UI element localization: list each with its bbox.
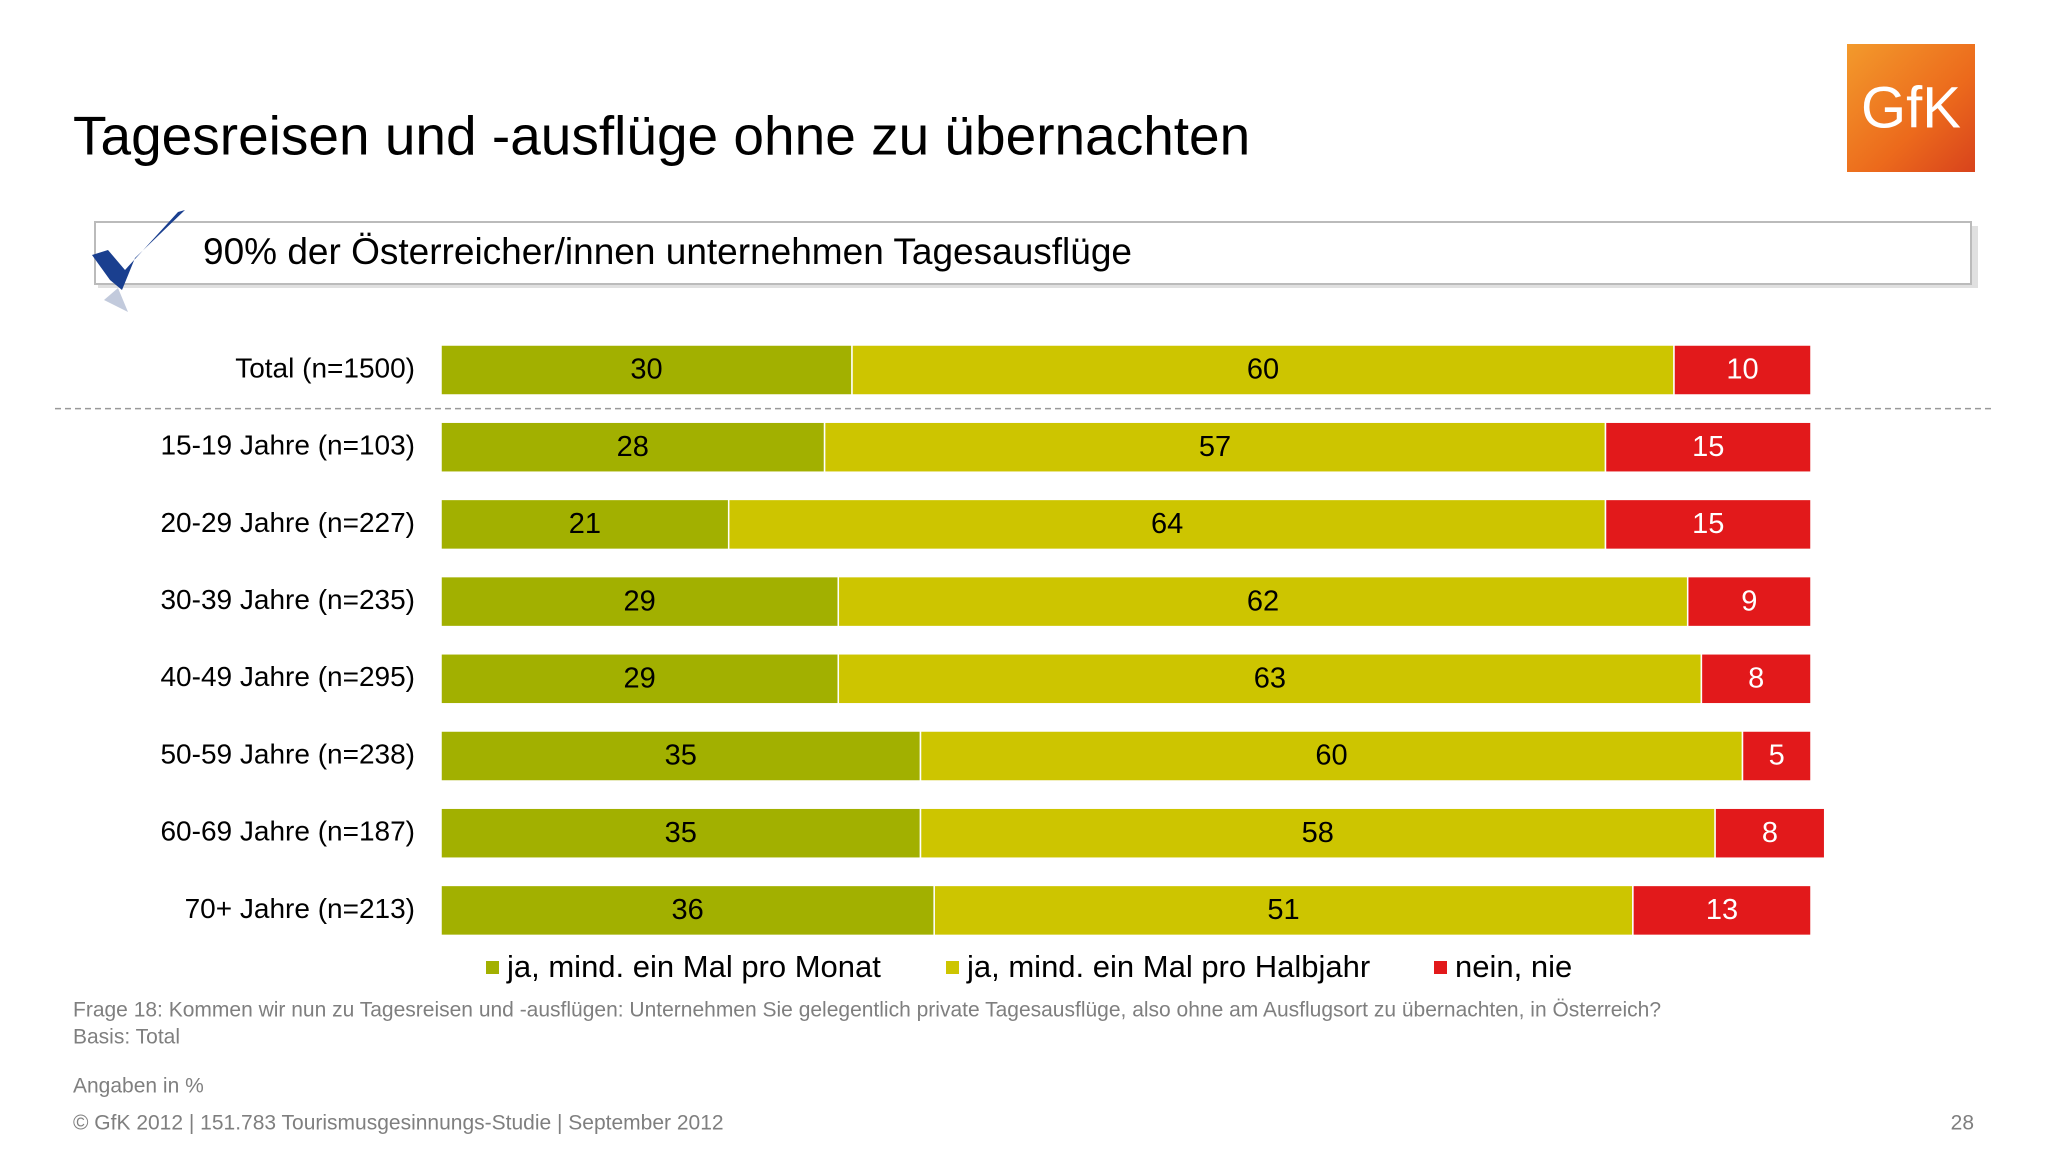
bar-segment bbox=[1714, 807, 1826, 859]
bar-segment bbox=[440, 884, 935, 937]
bar-segment bbox=[1686, 575, 1812, 628]
value-label: 29 bbox=[624, 585, 656, 617]
bar-segment bbox=[851, 344, 1675, 396]
bar-segment bbox=[440, 344, 853, 396]
value-label: 35 bbox=[665, 740, 697, 772]
footnote: Basis: Total bbox=[73, 1026, 180, 1049]
value-label: 15 bbox=[1692, 508, 1724, 540]
legend-swatch bbox=[486, 961, 499, 974]
bar-segment bbox=[919, 730, 1744, 782]
category-label: 15-19 Jahre (n=103) bbox=[160, 430, 415, 461]
logo: GfK bbox=[1861, 75, 1961, 140]
legend-label: ja, mind. ein Mal pro Halbjahr bbox=[966, 949, 1370, 984]
bar-segment bbox=[919, 807, 1716, 859]
value-label: 57 bbox=[1199, 431, 1231, 463]
value-label: 10 bbox=[1726, 354, 1758, 386]
value-label: 9 bbox=[1741, 585, 1757, 617]
value-label: 13 bbox=[1706, 894, 1738, 926]
value-label: 28 bbox=[617, 431, 649, 463]
bar-segment bbox=[1632, 884, 1812, 937]
value-label: 36 bbox=[671, 894, 703, 926]
category-label: Total (n=1500) bbox=[235, 352, 415, 383]
value-label: 29 bbox=[624, 662, 656, 694]
bar-segment bbox=[1741, 730, 1812, 782]
value-label: 30 bbox=[630, 354, 662, 386]
legend-label: ja, mind. ein Mal pro Monat bbox=[506, 949, 881, 984]
bar-segment bbox=[1673, 344, 1812, 396]
bar-segment bbox=[823, 421, 1607, 473]
bar-segment bbox=[1604, 498, 1812, 551]
value-label: 8 bbox=[1748, 662, 1764, 694]
category-label: 60-69 Jahre (n=187) bbox=[160, 816, 415, 847]
value-label: 5 bbox=[1769, 740, 1785, 772]
category-label: 50-59 Jahre (n=238) bbox=[160, 738, 415, 769]
bar-segment bbox=[440, 575, 840, 628]
page-number: 28 bbox=[1951, 1112, 1974, 1135]
value-label: 58 bbox=[1302, 817, 1334, 849]
checkmark-shadow bbox=[104, 288, 128, 312]
value-label: 64 bbox=[1151, 508, 1183, 540]
category-label: 40-49 Jahre (n=295) bbox=[160, 661, 415, 692]
bar-segment bbox=[440, 730, 922, 782]
unit-note: Angaben in % bbox=[73, 1075, 204, 1098]
bar-segment bbox=[440, 807, 922, 859]
bar-segment bbox=[1700, 653, 1812, 705]
source: © GfK 2012 | 151.783 Tourismusgesinnungs… bbox=[73, 1112, 724, 1135]
value-label: 51 bbox=[1267, 894, 1299, 926]
legend-label: nein, nie bbox=[1455, 949, 1572, 984]
legend-swatch bbox=[946, 961, 959, 974]
value-label: 8 bbox=[1762, 817, 1778, 849]
value-label: 60 bbox=[1315, 740, 1347, 772]
logo-box bbox=[1847, 44, 1975, 172]
value-label: 63 bbox=[1254, 662, 1286, 694]
value-label: 21 bbox=[569, 508, 601, 540]
bar-segment bbox=[933, 884, 1634, 937]
checkmark bbox=[92, 210, 185, 290]
headline: 90% der Österreicher/innen unternehmen T… bbox=[203, 231, 1132, 272]
bar-segment bbox=[440, 498, 730, 551]
value-label: 62 bbox=[1247, 585, 1279, 617]
footnote: Frage 18: Kommen wir nun zu Tagesreisen … bbox=[73, 999, 1661, 1022]
bar-segment bbox=[440, 421, 826, 473]
category-label: 70+ Jahre (n=213) bbox=[185, 893, 415, 924]
category-label: 30-39 Jahre (n=235) bbox=[160, 584, 415, 615]
headline-box bbox=[94, 221, 1972, 285]
bar-segment bbox=[837, 575, 1689, 628]
value-label: 15 bbox=[1692, 431, 1724, 463]
value-label: 60 bbox=[1247, 354, 1279, 386]
bar-segment bbox=[1604, 421, 1812, 473]
bar-segment bbox=[440, 653, 840, 705]
value-label: 35 bbox=[665, 817, 697, 849]
chart-title: Tagesreisen und -ausflüge ohne zu überna… bbox=[73, 105, 1250, 167]
legend-swatch bbox=[1434, 961, 1447, 974]
bar-segment bbox=[837, 653, 1703, 705]
category-label: 20-29 Jahre (n=227) bbox=[160, 507, 415, 538]
